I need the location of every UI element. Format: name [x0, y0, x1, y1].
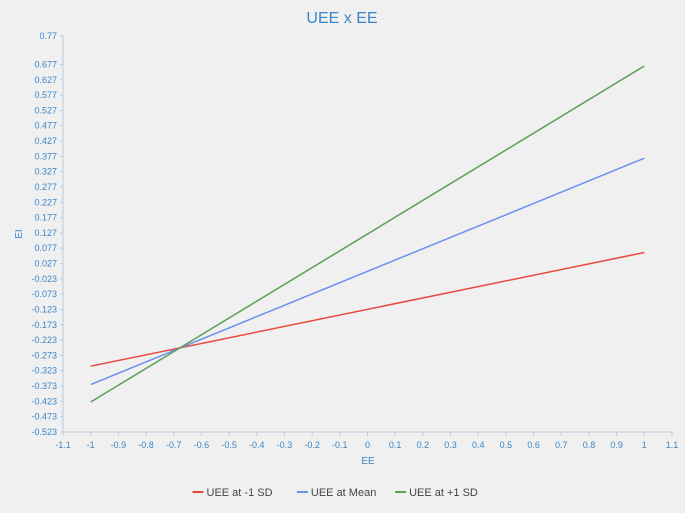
y-tick-label: 0.477: [34, 121, 57, 131]
x-tick-label: 0.4: [472, 440, 485, 450]
y-tick-label: 0.677: [34, 59, 57, 69]
x-tick-label: -0.6: [194, 440, 210, 450]
legend-label: UEE at +1 SD: [409, 487, 478, 499]
y-tick-label: -0.423: [31, 396, 57, 406]
x-tick-label: 0: [365, 440, 370, 450]
series-lines: [90, 65, 645, 403]
x-tick-label: 0.7: [555, 440, 568, 450]
x-tick-label: 0.2: [417, 440, 430, 450]
y-tick-label: -0.073: [31, 289, 57, 299]
series-line: [90, 157, 645, 386]
x-tick-label: -0.3: [277, 440, 293, 450]
y-tick-label: 0.627: [34, 75, 57, 85]
y-tick-label: -0.023: [31, 274, 57, 284]
x-tick-label: 0.1: [389, 440, 402, 450]
x-tick-label: -0.2: [304, 440, 320, 450]
y-tick-label: 0.327: [34, 167, 57, 177]
x-tick-label: 1: [642, 440, 647, 450]
x-tick-label: 0.3: [444, 440, 457, 450]
y-tick-label: -0.173: [31, 320, 57, 330]
y-tick-label: 0.127: [34, 228, 57, 238]
x-axis-label: EE: [361, 456, 375, 467]
x-tick-label: -0.7: [166, 440, 182, 450]
x-tick-label: 0.6: [527, 440, 540, 450]
x-tick-label: 1.1: [666, 440, 679, 450]
y-axis: 0.77 0.677 0.627 0.577 0.527 0.477 0.427 0.377 0…: [31, 31, 64, 437]
legend-label: UEE at -1 SD: [207, 487, 273, 499]
series-line: [90, 251, 645, 367]
y-tick-label: 0.077: [34, 243, 57, 253]
x-tick-label: -1: [87, 440, 95, 450]
y-tick-label: 0.527: [34, 105, 57, 115]
x-tick-label: -0.8: [138, 440, 154, 450]
y-tick-label: 0.77: [39, 31, 57, 41]
x-axis: -1.1 -1 -0.9 -0.8 -0.7 -0.6 -0.5 -0.4 -0.3 -0.2 -0…: [55, 431, 679, 450]
y-tick-label: -0.323: [31, 366, 57, 376]
series-line: [90, 65, 645, 403]
y-tick-label: -0.223: [31, 335, 57, 345]
legend-item: UEE at Mean: [296, 487, 376, 499]
y-axis-label: EI: [14, 229, 25, 238]
x-tick-label: -1.1: [55, 440, 71, 450]
x-tick-label: -0.5: [221, 440, 237, 450]
legend: UEE at -1 SD UEE at Mean UEE at +1 SD: [192, 487, 478, 499]
y-tick-label: 0.377: [34, 151, 57, 161]
y-tick-label: 0.227: [34, 197, 57, 207]
x-tick-label: 0.9: [610, 440, 623, 450]
y-tick-label: -0.123: [31, 304, 57, 314]
y-tick-label: 0.277: [34, 182, 57, 192]
legend-label: UEE at Mean: [311, 487, 376, 499]
legend-item: UEE at -1 SD: [192, 487, 273, 499]
y-tick-label: 0.177: [34, 213, 57, 223]
y-tick-label: -0.523: [31, 427, 57, 437]
x-tick-label: -0.9: [111, 440, 127, 450]
chart-title: UEE x EE: [306, 10, 377, 27]
y-tick-label: 0.027: [34, 259, 57, 269]
y-tick-label: -0.473: [31, 412, 57, 422]
x-tick-label: 0.8: [583, 440, 596, 450]
x-tick-label: -0.4: [249, 440, 265, 450]
y-tick-label: -0.373: [31, 381, 57, 391]
y-tick-label: 0.577: [34, 90, 57, 100]
y-tick-label: -0.273: [31, 350, 57, 360]
x-tick-label: -0.1: [332, 440, 348, 450]
legend-item: UEE at +1 SD: [395, 487, 478, 499]
y-tick-label: 0.427: [34, 136, 57, 146]
x-tick-label: 0.5: [500, 440, 513, 450]
